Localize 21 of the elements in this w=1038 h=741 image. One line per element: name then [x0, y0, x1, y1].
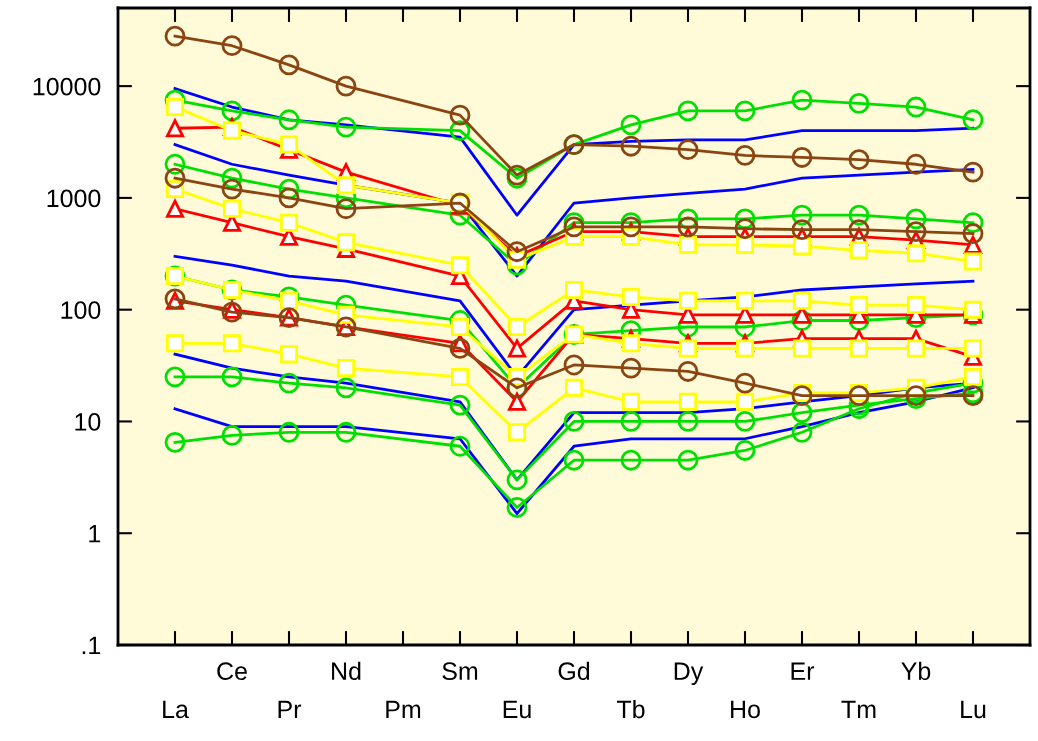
y-tick-label: 100: [61, 301, 101, 319]
x-tick-label: Gd: [558, 661, 590, 681]
x-tick-label: Pr: [278, 700, 302, 718]
x-tick-label: Dy: [674, 662, 704, 685]
y-tick-label: 10: [75, 413, 101, 431]
x-tick-label: Tm: [841, 700, 876, 718]
x-tick-label: Eu: [503, 700, 531, 719]
x-tick-label: Lu: [961, 700, 986, 719]
x-tick-label: Sm: [442, 662, 478, 681]
x-tick-label: La: [163, 700, 189, 719]
x-tick-label: Pm: [386, 700, 421, 718]
x-tick-label: Tb: [616, 699, 645, 719]
x-tick-label: Yb: [901, 661, 931, 681]
y-tick-label: 1000: [47, 189, 101, 208]
y-tick-label: 10000: [33, 77, 101, 96]
x-tick-label: Ce: [217, 662, 247, 681]
y-tick-label: .1: [82, 636, 101, 655]
x-tick-label: Er: [791, 662, 815, 680]
x-tick-label: Ho: [731, 700, 760, 719]
y-tick-label: 1: [89, 525, 101, 543]
x-tick-label: Nd: [332, 661, 361, 681]
